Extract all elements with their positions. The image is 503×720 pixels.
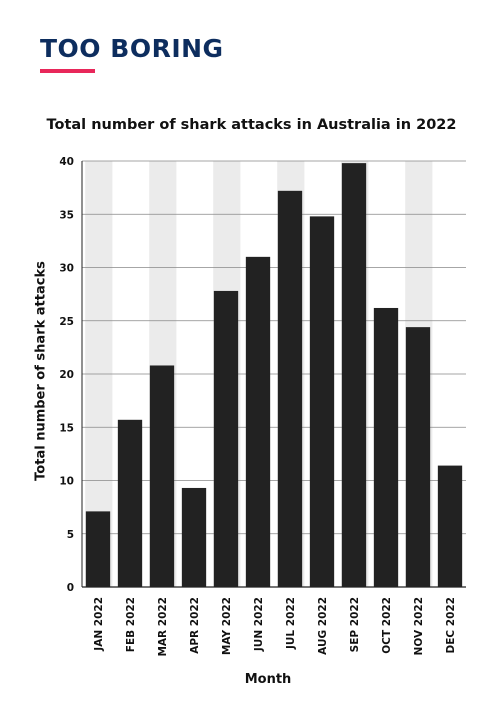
x-tick-label: JAN 2022 [93, 597, 105, 652]
y-tick-label: 35 [59, 209, 74, 221]
y-tick-label: 5 [67, 529, 74, 541]
x-tick-label: MAR 2022 [157, 597, 169, 657]
bar-may-2022 [213, 290, 239, 587]
gridlines [81, 160, 466, 588]
x-tick-label: JUL 2022 [285, 597, 297, 650]
x-tick-label: AUG 2022 [317, 597, 329, 655]
x-axis-label: Month [244, 672, 292, 687]
chart-title: Total number of shark attacks in Austral… [46, 117, 457, 133]
x-tick-label: MAY 2022 [221, 597, 233, 655]
bar-aug-2022 [309, 216, 335, 587]
y-tick-label: 15 [59, 422, 74, 434]
bar-feb-2022 [117, 419, 143, 587]
x-tick-label: FEB 2022 [125, 597, 137, 652]
bar-jun-2022 [245, 256, 271, 587]
y-tick-label: 20 [59, 369, 74, 381]
y-ticks: 0 5 10 15 20 25 30 35 40 [59, 156, 74, 594]
y-tick-label: 25 [59, 316, 74, 328]
bar-sep-2022 [341, 163, 367, 587]
x-tick-label: SEP 2022 [349, 597, 361, 652]
bar-dec-2022 [437, 465, 463, 587]
x-tick-label: APR 2022 [189, 597, 201, 654]
brand-underline [40, 69, 95, 73]
bar-apr-2022 [181, 487, 207, 587]
y-tick-label: 40 [59, 156, 74, 168]
bar-oct-2022 [373, 307, 399, 587]
y-tick-label: 0 [67, 582, 74, 594]
x-tick-label: NOV 2022 [413, 597, 425, 655]
bar-nov-2022 [405, 327, 431, 587]
y-tick-label: 10 [59, 476, 74, 488]
bar-jul-2022 [277, 190, 303, 587]
bar-mar-2022 [149, 365, 175, 587]
x-tick-label: JUN 2022 [253, 597, 265, 652]
x-tick-label: OCT 2022 [381, 597, 393, 654]
bar-jan-2022 [85, 511, 111, 587]
brand-title: TOO BORING [40, 34, 224, 63]
x-tick-label: DEC 2022 [445, 597, 457, 653]
bars [85, 163, 463, 587]
x-ticks: JAN 2022 FEB 2022 MAR 2022 APR 2022 MAY 2022… [93, 597, 457, 657]
y-tick-label: 30 [59, 263, 74, 275]
